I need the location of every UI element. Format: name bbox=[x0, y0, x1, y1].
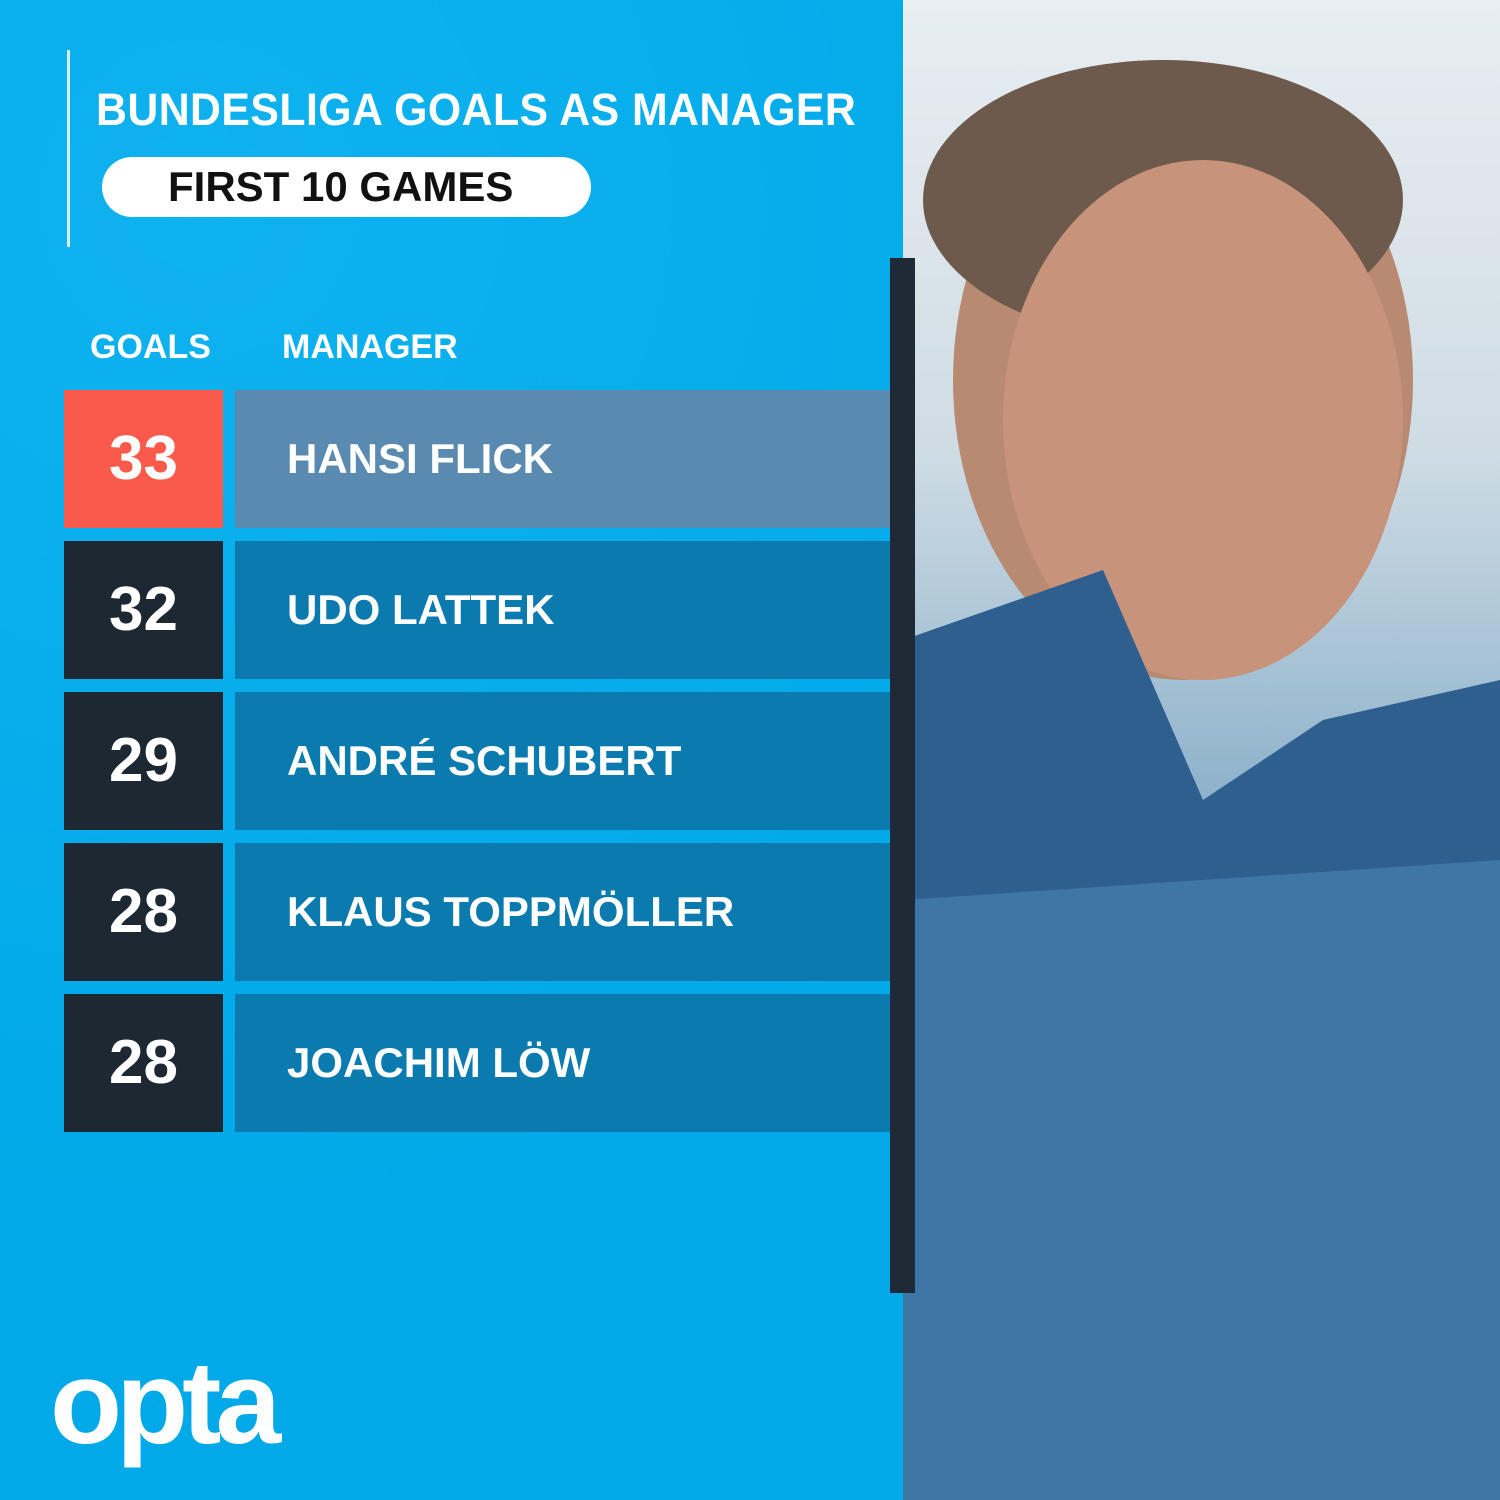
divider-bar bbox=[890, 258, 915, 1293]
photo-illustration bbox=[903, 60, 1500, 1500]
goals-value: 28 bbox=[64, 994, 223, 1132]
table-row: 28 JOACHIM LÖW bbox=[64, 994, 890, 1132]
table-row: 32 UDO LATTEK bbox=[64, 541, 890, 679]
goals-value: 32 bbox=[64, 541, 223, 679]
goals-value: 33 bbox=[64, 390, 223, 528]
goals-value: 28 bbox=[64, 843, 223, 981]
manager-name: ANDRÉ SCHUBERT bbox=[235, 692, 890, 830]
goals-value: 29 bbox=[64, 692, 223, 830]
manager-name: UDO LATTEK bbox=[235, 541, 890, 679]
title-accent-line bbox=[67, 50, 70, 247]
table-row: 33 HANSI FLICK bbox=[64, 390, 890, 528]
table-row: 28 KLAUS TOPPMÖLLER bbox=[64, 843, 890, 981]
manager-name: JOACHIM LÖW bbox=[235, 994, 890, 1132]
manager-name: HANSI FLICK bbox=[235, 390, 890, 528]
column-header-goals: GOALS bbox=[90, 328, 211, 366]
manager-photo bbox=[903, 0, 1500, 1500]
column-header-manager: MANAGER bbox=[282, 328, 458, 366]
table-row: 29 ANDRÉ SCHUBERT bbox=[64, 692, 890, 830]
subtitle-pill: FIRST 10 GAMES bbox=[102, 157, 591, 217]
chart-title: BUNDESLIGA GOALS AS MANAGER bbox=[96, 84, 857, 135]
manager-name: KLAUS TOPPMÖLLER bbox=[235, 843, 890, 981]
opta-logo: opta bbox=[50, 1337, 281, 1469]
